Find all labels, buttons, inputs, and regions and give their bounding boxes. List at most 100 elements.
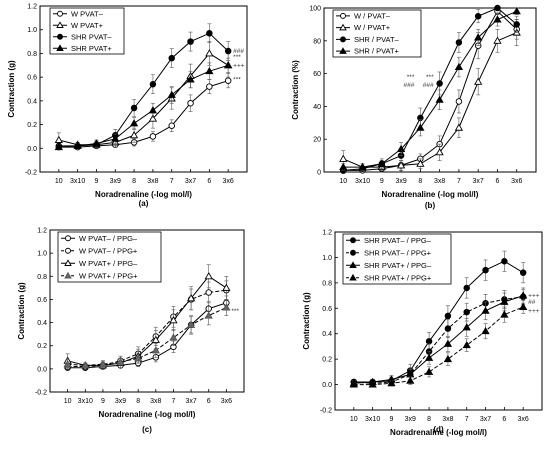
x-tick-label: 3x9 [395,178,406,185]
y-tick-label: 1.2 [27,4,37,11]
legend-marker [339,47,347,54]
series-line [58,32,229,147]
y-axis-label: Contraction (%) [291,60,300,120]
data-point [224,77,232,84]
x-tick-label: 6 [207,398,211,405]
legend-entry: W PVAT+ [71,21,104,30]
legend-marker [350,237,356,244]
series-line [353,306,524,386]
legend-entry: SHR PVAT– / PPG+ [364,248,432,257]
legend-entry: SHR PVAT+ [71,44,112,53]
legend-marker [340,36,346,43]
y-tick-label: 80 [313,38,321,45]
data-point [204,311,213,319]
data-point [205,49,214,57]
chart-panel-c: -0.2 0.0 0.2 0.4 0.6 0.8 1.0 1.2 10 3x10 9 3x9 8 3x8 7… [17,228,245,434]
series-line [343,7,518,171]
y-tick-label: 1.0 [27,27,37,34]
series-4 [63,299,231,370]
y-tick-label: 0.2 [37,343,47,350]
data-point [424,367,434,375]
x-tick-label: 3x8 [442,416,453,423]
legend-entry: W PVAT– [71,9,104,18]
series-4 [349,300,528,388]
series-line [353,260,524,383]
legend: W PVAT– W PVAT+ SHR PVAT– SHR PVAT+ [49,7,125,55]
x-tick-label: 10 [55,178,63,185]
data-point [148,106,158,114]
y-tick-label: 100 [309,6,321,13]
legend-entry: W / PVAT+ [354,23,391,32]
series-3 [349,287,528,387]
legend-box [342,233,452,285]
data-point [406,376,415,384]
x-tick-label: 7 [465,416,469,423]
data-point [349,380,358,388]
series-4 [54,57,233,151]
series-line [67,302,227,369]
x-tick-label: 3x6 [221,398,232,405]
data-point [168,54,175,62]
series-1 [55,73,232,151]
series-line [58,80,229,148]
legend-box [57,231,162,283]
significance-mark: +++ [233,62,245,69]
y-tick-label: -0.2 [320,408,332,415]
x-tick-label: 3x10 [355,178,370,185]
data-point [222,303,231,311]
y-tick-label: -0.2 [25,170,37,177]
x-tick-label: 7 [172,398,176,405]
y-axis-label: Contraction (g) [17,282,26,340]
legend-marker [65,235,71,242]
data-point [169,333,178,341]
data-point [206,30,213,37]
data-point [519,291,528,299]
x-tick-label: 3x10 [78,398,93,405]
x-tick-label: 6 [207,178,211,185]
significance-mark: *** [233,54,241,61]
data-point [148,114,158,122]
series-line [343,10,517,168]
y-tick-label: -0.2 [35,390,47,397]
legend-marker [56,21,64,28]
legend-entry: SHR PVAT– [71,32,112,41]
data-point [204,272,213,280]
legend: W PVAT– / PPG– W PVAT– / PPG+ W PVAT+ / PP… [57,231,162,283]
data-point [151,346,160,354]
legend-entry: W PVAT– / PPG– [79,234,138,243]
data-point [116,357,125,365]
data-point [455,98,463,105]
data-point [54,135,63,143]
legend-entry: SHR / PVAT+ [354,47,400,56]
significance-mark: ### [423,82,434,89]
data-point [149,81,157,88]
data-point [481,326,490,335]
x-axis-label: Noradrenaline (-log mol/l) [382,190,479,199]
series-4 [339,7,521,171]
legend-marker [340,12,346,19]
data-point [463,308,470,316]
y-tick-label: 1.0 [37,251,47,258]
legend-box [332,9,422,58]
data-point [416,123,425,131]
y-tick-label: 0.2 [27,122,37,129]
data-point [81,361,90,369]
data-point [73,141,82,149]
x-axis-label: Noradrenaline (-log mol/l) [95,190,192,199]
y-tick-label: 60 [313,71,321,78]
y-tick-label: 0 [317,170,321,177]
y-tick-label: 0.4 [37,320,47,327]
series-1 [64,295,230,371]
data-point [149,133,157,140]
data-point [111,134,120,142]
significance-mark: ### [233,48,244,55]
x-tick-label: 10 [350,416,358,423]
data-point [519,302,528,310]
data-point [169,315,178,324]
y-tick-label: 1.0 [322,255,332,262]
x-tick-label: 3x7 [185,398,196,405]
legend-entry: SHR PVAT– / PPG– [364,236,432,245]
legend-entry: W PVAT– / PPG+ [79,246,138,255]
